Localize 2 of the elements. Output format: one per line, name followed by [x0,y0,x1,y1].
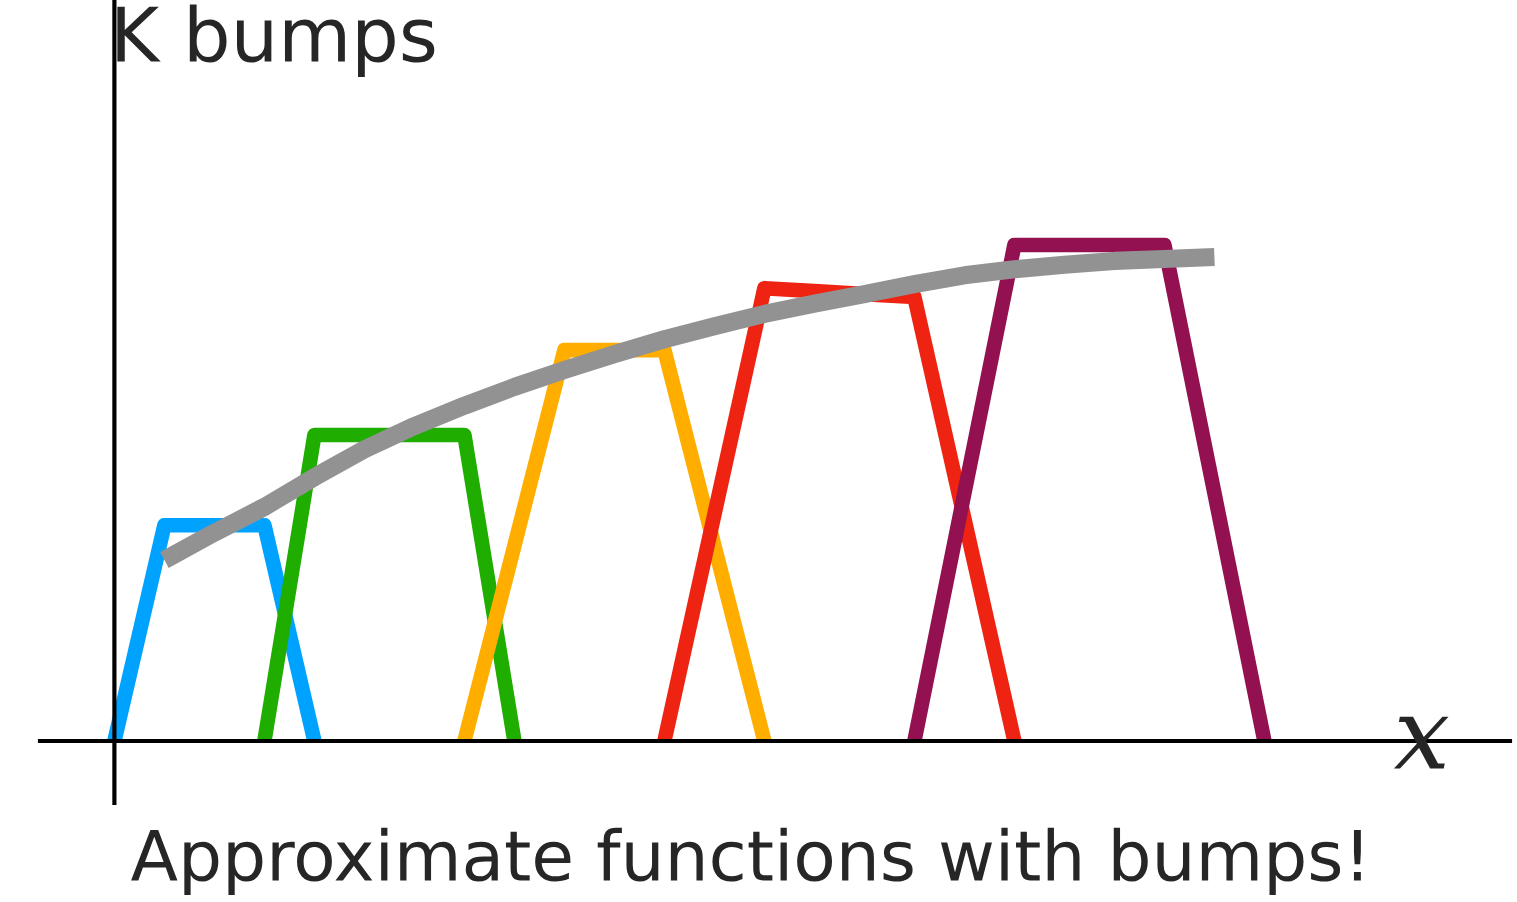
text: Approximate functions with bumps! [131,827,1361,896]
chart-title: K bumps [117,4,435,78]
